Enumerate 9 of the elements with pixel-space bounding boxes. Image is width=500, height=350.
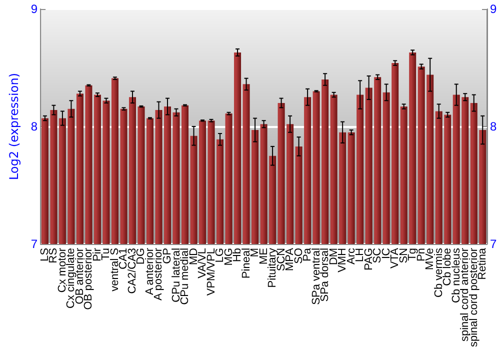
- y2-tick-label: 7: [490, 236, 497, 251]
- y2-tick-label: 8: [490, 119, 497, 134]
- y-tick-label: 7: [30, 236, 38, 251]
- y2-tick-label: 9: [490, 2, 497, 16]
- x-tick-label: Tg: [406, 248, 419, 261]
- y-tick-label: 9: [30, 2, 38, 16]
- y-tick-label: 8: [30, 119, 38, 134]
- x-tick-label: OB posterior: [82, 248, 95, 310]
- y-axis-title: Log2 (expression): [7, 72, 21, 180]
